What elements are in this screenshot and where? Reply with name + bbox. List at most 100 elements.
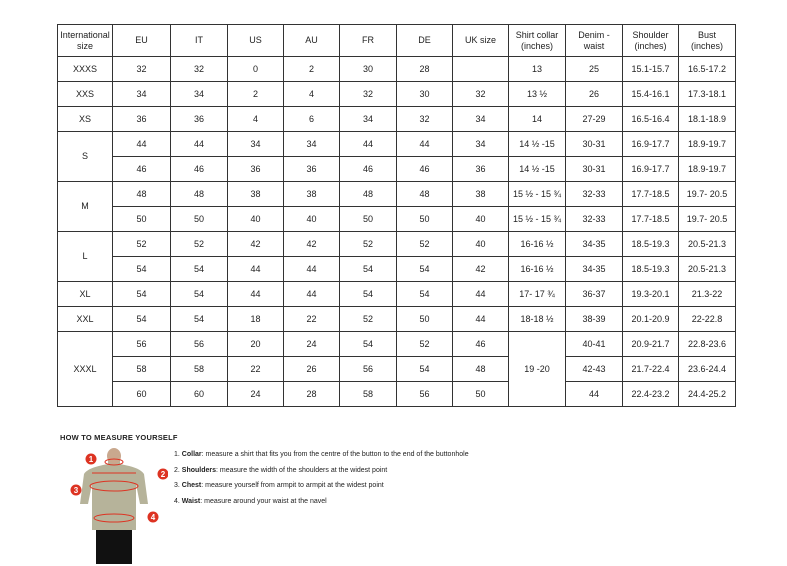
table-cell: 6 — [283, 106, 340, 132]
table-cell: 54 — [396, 281, 453, 307]
table-cell: 0 — [227, 56, 284, 82]
table-cell: 54 — [170, 281, 228, 307]
table-cell: 21.7-22.4 — [622, 356, 679, 382]
table-cell: 18.9-19.7 — [678, 131, 736, 157]
table-cell: 22-22.8 — [678, 306, 736, 332]
table-cell: 46 — [339, 156, 397, 182]
item-text: : measure the width of the shoulders at … — [216, 466, 388, 474]
header-cell: FR — [339, 24, 397, 57]
marker-dot — [70, 484, 82, 496]
table-cell: 18.5-19.3 — [622, 256, 679, 282]
table-cell: 58 — [112, 356, 171, 382]
table-cell: 50 — [170, 206, 228, 232]
table-cell: 44 — [170, 131, 228, 157]
marker-number: 1 — [89, 455, 94, 464]
item-number: 2. — [174, 466, 180, 474]
table-cell: 36 — [227, 156, 284, 182]
table-cell: 22.8-23.6 — [678, 331, 736, 357]
table-cell: 32 — [170, 56, 228, 82]
header-cell: IT — [170, 24, 228, 57]
table-cell: 20.5-21.3 — [678, 256, 736, 282]
table-cell: 16-16 ½ — [508, 256, 566, 282]
header-cell: International size — [57, 24, 113, 57]
header-cell: US — [227, 24, 284, 57]
table-cell: M — [57, 181, 113, 232]
table-cell: 40 — [452, 231, 509, 257]
table-cell: 48 — [452, 356, 509, 382]
table-cell: 50 — [396, 306, 453, 332]
table-cell: 46 — [452, 331, 509, 357]
table-cell: 58 — [170, 356, 228, 382]
measure-figure: 1 2 3 4 — [70, 448, 168, 564]
table-cell: 17.3-18.1 — [678, 81, 736, 107]
table-cell: 14 ½ -15 — [508, 131, 566, 157]
marker-number: 4 — [151, 513, 156, 522]
table-cell: 30-31 — [565, 131, 623, 157]
table-cell: 34 — [452, 131, 509, 157]
table-cell: 38-39 — [565, 306, 623, 332]
table-cell: 34 — [452, 106, 509, 132]
table-row: XXL 54 54 18 22 52 50 44 18-18 ½ 38-39 20.1-20.9 22… — [57, 306, 736, 332]
table-cell: 44 — [283, 281, 340, 307]
table-cell: 38 — [452, 181, 509, 207]
table-cell: 40-41 — [565, 331, 623, 357]
table-cell: 42 — [452, 256, 509, 282]
table-cell: 16.9-17.7 — [622, 156, 679, 182]
table-cell: 34 — [339, 106, 397, 132]
guide-item: 3. Chest: measure yourself from armpit t… — [174, 482, 469, 498]
table-cell: 58 — [339, 381, 397, 407]
table-cell: 34-35 — [565, 256, 623, 282]
header-cell: Denim - waist — [565, 24, 623, 57]
item-text: : measure a shirt that fits you from the… — [201, 451, 469, 458]
marker-dot — [157, 468, 168, 480]
table-cell: 15 ½ - 15 ¾ — [508, 206, 566, 232]
table-cell: 50 — [396, 206, 453, 232]
table-cell: 16.5-16.4 — [622, 106, 679, 132]
table-cell: 36 — [112, 106, 171, 132]
header-cell: AU — [283, 24, 340, 57]
table-cell: 28 — [283, 381, 340, 407]
table-cell: 34 — [170, 81, 228, 107]
table-cell: 50 — [339, 206, 397, 232]
table-cell: 42 — [283, 231, 340, 257]
item-text: : measure around your waist at the navel — [200, 497, 327, 505]
table-cell: 52 — [396, 331, 453, 357]
empty-cell — [452, 56, 509, 82]
header-cell: UK size — [452, 24, 509, 57]
table-cell: 56 — [396, 381, 453, 407]
table-cell: 54 — [112, 281, 171, 307]
table-cell: 44 — [452, 306, 509, 332]
table-cell: 54 — [339, 256, 397, 282]
table-cell: 34 — [112, 81, 171, 107]
table-cell: 40 — [283, 206, 340, 232]
table-cell: 20.9-21.7 — [622, 331, 679, 357]
table-cell: 56 — [170, 331, 228, 357]
table-cell: 36-37 — [565, 281, 623, 307]
table-row: 60 60 24 28 58 56 50 44 22.4-23.2 24.4-25.2 — [58, 381, 736, 407]
table-cell: 54 — [170, 306, 228, 332]
table-cell: 30-31 — [565, 156, 623, 182]
table-cell: 22.4-23.2 — [622, 381, 679, 407]
table-cell: 30 — [339, 56, 397, 82]
table-cell: 38 — [283, 181, 340, 207]
table-cell: 26 — [565, 81, 623, 107]
table-cell: 32 — [452, 81, 509, 107]
table-cell: 52 — [112, 231, 171, 257]
table-cell: 32 — [112, 56, 171, 82]
table-row: XS 36 36 4 6 34 32 34 14 27-29 16.5-16.4 18.1-18.9 — [57, 106, 736, 132]
table-cell: 54 — [339, 281, 397, 307]
size-table: International size EU IT US AU FR DE UK size Shi… — [57, 24, 736, 407]
table-row: 58 58 22 26 56 54 48 42-43 21.7-22.4 23.6-24.4 — [58, 356, 736, 382]
table-row: M 48 48 38 38 48 48 38 15 ½ - 15 ¾ 32-33 17.7-18.5… — [57, 181, 736, 232]
table-cell: 44 — [565, 381, 623, 407]
table-cell: 18.1-18.9 — [678, 106, 736, 132]
table-cell: 34 — [283, 131, 340, 157]
table-cell: 32-33 — [565, 206, 623, 232]
guide-item: 4. Waist: measure around your waist at t… — [174, 498, 469, 514]
table-cell: 17.7-18.5 — [622, 206, 679, 232]
table-cell: 56 — [339, 356, 397, 382]
table-cell: 44 — [227, 256, 284, 282]
table-cell: 19.7- 20.5 — [678, 181, 736, 207]
marker-dot — [85, 453, 97, 465]
